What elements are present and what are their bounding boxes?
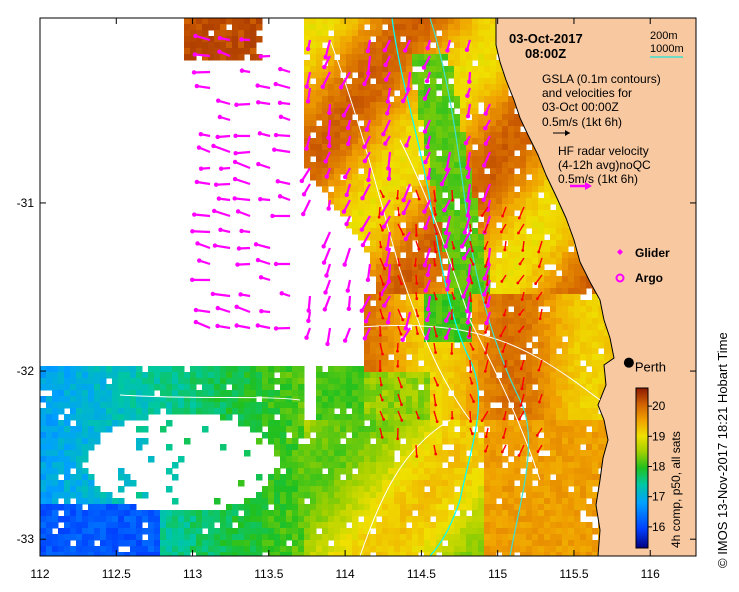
gsla-scale-arrow <box>553 130 570 136</box>
hf-scale-arrow <box>570 182 592 190</box>
colorbar-gradient <box>635 387 649 549</box>
x-tick-label: 113.5 <box>254 567 283 581</box>
y-tick-label: -32 <box>17 364 35 378</box>
hf-legend-line2: (4-12h avg)noQC <box>558 158 651 172</box>
hf-legend-line1: HF radar velocity <box>558 144 649 158</box>
x-tick-label: 112 <box>30 567 49 581</box>
glider-symbol <box>617 249 623 255</box>
gsla-legend-line1: GSLA (0.1m contours) <box>542 72 661 86</box>
coastline <box>495 18 615 556</box>
argo-symbol <box>615 273 625 283</box>
x-tick-label: 115.5 <box>559 567 588 581</box>
colorbar-label: 4h comp, p50, all sats <box>669 431 683 548</box>
x-tick-label: 112.5 <box>102 567 131 581</box>
gsla-legend-line3: 03-Oct 00:00Z <box>542 100 619 114</box>
gsla-legend-line2: and velocities for <box>542 86 632 100</box>
glider-label: Glider <box>635 246 670 260</box>
city-perth: Perth <box>623 357 666 375</box>
gsla-vectors <box>377 189 543 458</box>
hf-legend-scale: 0.5m/s (1kt 6h) <box>558 172 638 186</box>
y-tick-label: -33 <box>17 532 35 546</box>
argo-legend: Argo <box>615 271 663 285</box>
map-panel: Perth 112 112.5 113 113.5 114 114.5 115 115.5 11… <box>17 17 697 581</box>
colorbar-tick-label: 16 <box>652 520 666 534</box>
x-tick-label: 113 <box>183 567 202 581</box>
y-tick-label: -31 <box>17 196 35 210</box>
colorbar-tick-label: 19 <box>652 429 666 443</box>
map-annotations: 03-Oct-2017 08:00Z 200m 1000m GSLA (0.1m… <box>509 30 684 285</box>
colorbar-tick-label: 17 <box>652 490 666 504</box>
gsla-contours <box>119 39 601 556</box>
imos-credit: © IMOS 13-Nov-2017 18:21 Hobart Time <box>715 332 730 568</box>
map-frame <box>39 17 697 557</box>
x-tick-label: 114.5 <box>407 567 436 581</box>
colorbar: 16 17 18 19 20 4h comp, p50, all sats <box>635 387 683 549</box>
colorbar-ticks: 16 17 18 19 20 <box>648 399 666 534</box>
isobath-legend-1000: 1000m <box>650 43 684 55</box>
city-marker <box>623 357 634 368</box>
hf-radar-vectors <box>190 33 492 347</box>
x-tick-label: 115 <box>488 567 507 581</box>
map-time: 08:00Z <box>525 46 566 61</box>
glider-legend: Glider <box>617 246 670 260</box>
city-label: Perth <box>635 360 666 375</box>
x-tick-label: 116 <box>641 567 660 581</box>
colorbar-tick-label: 18 <box>652 459 666 473</box>
map-date: 03-Oct-2017 <box>509 31 583 46</box>
isobath-legend-200: 200m <box>650 30 678 42</box>
colorbar-tick-label: 20 <box>652 399 666 413</box>
x-tick-label: 114 <box>336 567 355 581</box>
y-axis: -31 -32 -33 <box>17 196 696 546</box>
x-axis: 112 112.5 113 113.5 114 114.5 115 115.5 116 <box>30 18 660 581</box>
gsla-legend-scale: 0.5m/s (1kt 6h) <box>542 115 622 129</box>
argo-label: Argo <box>635 271 663 285</box>
isobaths <box>391 18 530 556</box>
